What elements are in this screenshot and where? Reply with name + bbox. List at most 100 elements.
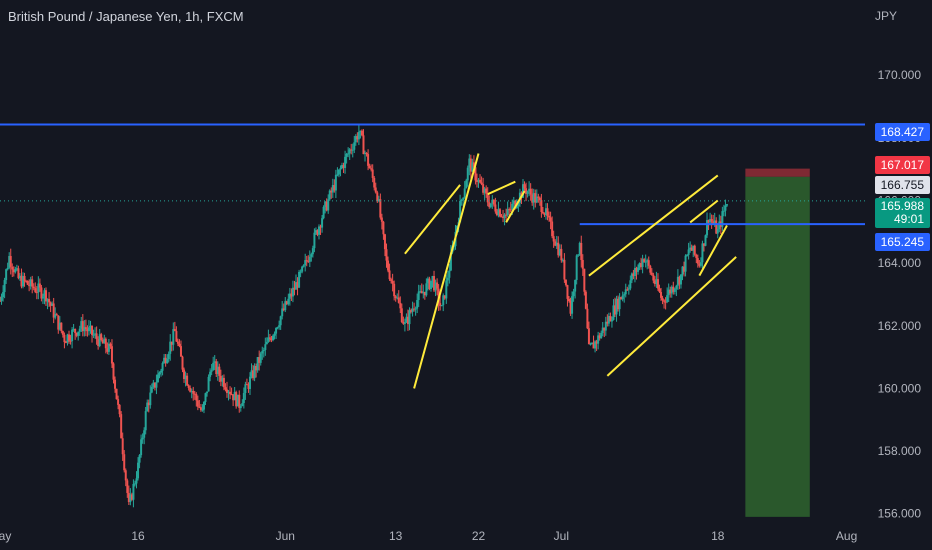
candle-body <box>124 470 127 481</box>
candle-body <box>623 294 626 296</box>
candle-body <box>227 391 230 393</box>
candle-body <box>546 208 549 216</box>
candle-body <box>425 283 428 296</box>
candle-body <box>360 130 363 136</box>
candle-body <box>241 403 244 407</box>
candle-body <box>555 242 558 246</box>
candle-body <box>443 295 446 299</box>
candle-body <box>406 316 409 325</box>
candle-body <box>370 168 373 170</box>
candle-body <box>638 263 641 268</box>
candle-body <box>630 273 633 281</box>
x-tick-label: Aug <box>836 529 857 543</box>
candle-body <box>334 174 337 191</box>
candle-body <box>610 319 613 322</box>
candle-body <box>718 221 721 229</box>
candle-body <box>172 329 175 345</box>
candle-body <box>212 362 215 371</box>
candle-body <box>537 196 540 198</box>
candle-body <box>379 199 382 218</box>
candle-body <box>132 483 135 500</box>
candle-body <box>327 199 330 211</box>
wedge-trendline <box>588 174 719 277</box>
candle-body <box>637 267 640 272</box>
candle-body <box>337 169 340 175</box>
candle-body <box>390 279 393 281</box>
candle-body <box>460 199 463 202</box>
candle-body <box>483 188 486 193</box>
candle-body <box>187 385 190 388</box>
candle-body <box>468 158 471 168</box>
symbol-title[interactable]: British Pound / Japanese Yen, 1h, FXCM <box>8 9 244 24</box>
candle-body <box>178 343 181 347</box>
candle-body <box>336 174 339 176</box>
candle-body <box>48 298 51 303</box>
candle-body <box>431 276 434 281</box>
candle-body <box>601 327 604 333</box>
candle-body <box>302 265 305 267</box>
candle-body <box>715 220 718 234</box>
candle-body <box>534 193 537 203</box>
candle-body <box>595 341 598 344</box>
candle-body <box>41 296 44 299</box>
candle-body <box>72 328 75 330</box>
candle-body <box>173 329 176 332</box>
candle-body <box>83 327 86 332</box>
candle-body <box>709 219 712 223</box>
wedge-trendline <box>606 256 737 377</box>
candle-body <box>304 260 307 266</box>
candle-body <box>597 335 600 344</box>
candle-body <box>351 149 354 151</box>
candle-body <box>201 409 204 411</box>
candle-body <box>186 375 189 386</box>
x-tick-label: Jun <box>276 529 295 543</box>
candle-body <box>38 283 41 288</box>
candle-body <box>160 370 163 373</box>
candle-body <box>146 402 149 412</box>
candle-body <box>158 372 161 375</box>
candle-body <box>567 298 570 301</box>
candle-body <box>532 193 535 203</box>
candle-body <box>535 196 538 203</box>
candle-body <box>380 217 383 222</box>
candle-body <box>121 438 124 455</box>
candle-body <box>721 211 724 227</box>
candle-body <box>126 480 129 493</box>
candle-body <box>362 135 365 155</box>
candle-body <box>273 333 276 336</box>
candle-body <box>18 275 21 279</box>
candle-body <box>120 414 123 439</box>
candle-body <box>377 199 380 201</box>
candle-body <box>722 210 725 212</box>
candle-body <box>554 241 557 246</box>
candle-body <box>285 301 288 305</box>
candle-body <box>236 394 239 407</box>
candle-body <box>54 314 57 318</box>
x-tick-label: 13 <box>389 529 403 543</box>
candle-body <box>127 492 130 503</box>
candle-body <box>569 300 572 314</box>
candle-body <box>382 221 385 235</box>
candle-body <box>270 338 273 341</box>
candle-body <box>210 370 213 372</box>
candle-body <box>58 322 61 330</box>
candle-body <box>52 303 55 318</box>
candle-body <box>133 483 136 485</box>
candle-body <box>64 342 67 344</box>
candle-body <box>514 200 517 209</box>
candle-body <box>627 288 630 290</box>
candle-body <box>643 259 646 262</box>
candle-body <box>271 335 274 341</box>
wedge-trendline <box>505 190 526 223</box>
candle-body <box>26 280 29 285</box>
candle-body <box>663 300 666 302</box>
candle-body <box>459 201 462 223</box>
candle-body <box>69 340 72 342</box>
candle-body <box>670 286 673 294</box>
candle-body <box>190 390 193 392</box>
candle-body <box>298 271 301 288</box>
candle-body <box>262 349 265 352</box>
candle-body <box>287 298 290 305</box>
